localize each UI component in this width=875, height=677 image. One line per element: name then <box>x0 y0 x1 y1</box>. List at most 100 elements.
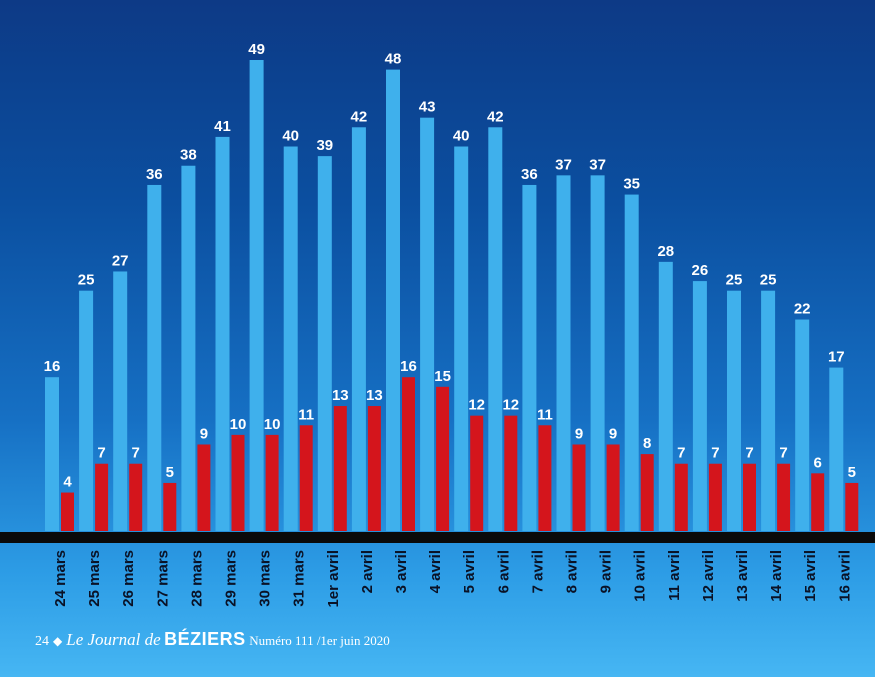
x-tick-label-20: 13 avril <box>734 550 751 602</box>
value-label-blue-4: 38 <box>180 147 197 164</box>
value-label-red-16: 9 <box>609 425 617 442</box>
bar-red-7 <box>299 425 313 531</box>
bar-blue-2 <box>113 271 128 531</box>
value-label-red-22: 6 <box>814 454 822 471</box>
value-label-red-1: 7 <box>97 445 105 462</box>
value-label-red-9: 13 <box>366 387 383 404</box>
x-tick-label-0: 24 mars <box>52 550 69 607</box>
bar-red-18 <box>674 463 688 531</box>
bar-blue-0 <box>45 377 59 531</box>
bar-blue-5 <box>215 136 230 532</box>
value-label-blue-17: 35 <box>623 176 640 193</box>
value-label-blue-15: 37 <box>555 156 572 173</box>
journal-prefix: Le Journal de <box>66 630 161 649</box>
bar-blue-21 <box>761 290 776 531</box>
x-tick-label-9: 2 avril <box>359 550 376 593</box>
bar-red-1 <box>95 463 109 531</box>
page-footer: 24 ◆ Le Journal de BÉZIERS Numéro 111 /1er… <box>35 629 390 650</box>
x-tick-label-5: 29 mars <box>223 550 240 607</box>
x-axis-ticks: 24 mars 25 mars 26 mars 27 mars 28 mars 29 ma… <box>52 550 853 608</box>
bar-blue-8 <box>317 156 332 532</box>
value-label-blue-21: 25 <box>760 272 777 289</box>
value-label-red-17: 8 <box>643 435 651 452</box>
value-label-red-13: 12 <box>502 397 519 414</box>
bar-blue-18 <box>658 261 673 531</box>
x-tick-label-22: 15 avril <box>802 550 819 602</box>
x-tick-label-16: 9 avril <box>598 550 615 593</box>
value-label-blue-0: 16 <box>44 358 61 375</box>
bar-red-10 <box>402 377 415 531</box>
value-label-red-15: 9 <box>575 425 583 442</box>
bar-blue-14 <box>522 184 537 532</box>
bar-red-0 <box>61 492 74 531</box>
value-label-red-12: 12 <box>468 397 485 414</box>
bar-blue-4 <box>181 165 196 532</box>
bar-red-14 <box>538 425 552 531</box>
value-label-blue-8: 39 <box>316 137 333 154</box>
baseline <box>0 532 875 543</box>
issue-line: Numéro 111 /1er juin 2020 <box>249 633 390 648</box>
value-label-red-2: 7 <box>132 445 140 462</box>
value-label-blue-12: 40 <box>453 128 470 145</box>
bar-red-23 <box>845 482 859 531</box>
value-label-blue-11: 43 <box>419 99 436 116</box>
x-tick-label-13: 6 avril <box>495 550 512 593</box>
bar-red-15 <box>572 444 586 531</box>
value-label-red-19: 7 <box>711 445 719 462</box>
value-label-blue-20: 25 <box>726 272 743 289</box>
x-tick-label-14: 7 avril <box>529 550 546 593</box>
x-tick-label-8: 1er avril <box>325 550 342 608</box>
bar-blue-22 <box>795 319 810 531</box>
x-tick-label-6: 30 mars <box>257 550 274 607</box>
value-label-blue-22: 22 <box>794 301 811 318</box>
x-tick-label-17: 10 avril <box>632 550 649 602</box>
bar-red-12 <box>470 415 484 531</box>
value-label-red-10: 16 <box>400 358 417 375</box>
value-label-red-5: 10 <box>230 416 247 433</box>
bar-blue-20 <box>727 290 741 531</box>
bar-red-3 <box>163 482 177 531</box>
bar-blue-3 <box>147 184 162 532</box>
value-label-blue-3: 36 <box>146 166 163 183</box>
bar-blue-11 <box>420 117 435 532</box>
x-tick-label-23: 16 avril <box>836 550 853 602</box>
x-tick-label-2: 26 mars <box>120 550 137 607</box>
value-label-red-14: 11 <box>537 406 553 423</box>
value-label-blue-5: 41 <box>214 118 231 135</box>
bar-blue-7 <box>283 146 298 532</box>
value-label-blue-1: 25 <box>78 272 95 289</box>
x-tick-label-18: 11 avril <box>666 550 683 601</box>
value-label-blue-6: 49 <box>248 41 265 58</box>
bar-blue-9 <box>351 127 366 532</box>
value-label-red-8: 13 <box>332 387 349 404</box>
x-tick-label-12: 5 avril <box>461 550 478 593</box>
x-tick-label-11: 4 avril <box>427 550 444 593</box>
bar-red-2 <box>129 463 143 531</box>
x-tick-label-21: 14 avril <box>768 550 785 602</box>
value-label-red-20: 7 <box>745 445 753 462</box>
value-label-blue-16: 37 <box>589 156 606 173</box>
x-tick-label-10: 3 avril <box>393 550 410 593</box>
bar-red-8 <box>333 406 347 531</box>
diamond-icon: ◆ <box>53 634 63 648</box>
value-label-red-21: 7 <box>779 445 787 462</box>
value-label-blue-19: 26 <box>692 262 709 279</box>
bar-red-16 <box>606 444 620 531</box>
value-label-red-7: 11 <box>298 406 314 423</box>
value-label-red-6: 10 <box>264 416 281 433</box>
value-label-blue-14: 36 <box>521 166 538 183</box>
bar-blue-16 <box>590 175 605 532</box>
value-label-red-4: 9 <box>200 425 208 442</box>
value-label-blue-7: 40 <box>282 128 299 145</box>
x-tick-label-1: 25 mars <box>86 550 103 607</box>
bar-red-21 <box>777 463 791 531</box>
value-label-red-18: 7 <box>677 445 685 462</box>
value-label-red-11: 15 <box>434 368 451 385</box>
bar-blue-13 <box>488 127 503 532</box>
value-label-red-0: 4 <box>63 474 72 491</box>
bars-group: 1642572773653894110491040113913421348164… <box>44 41 859 532</box>
value-label-blue-2: 27 <box>112 252 129 269</box>
value-label-blue-10: 48 <box>385 51 402 68</box>
